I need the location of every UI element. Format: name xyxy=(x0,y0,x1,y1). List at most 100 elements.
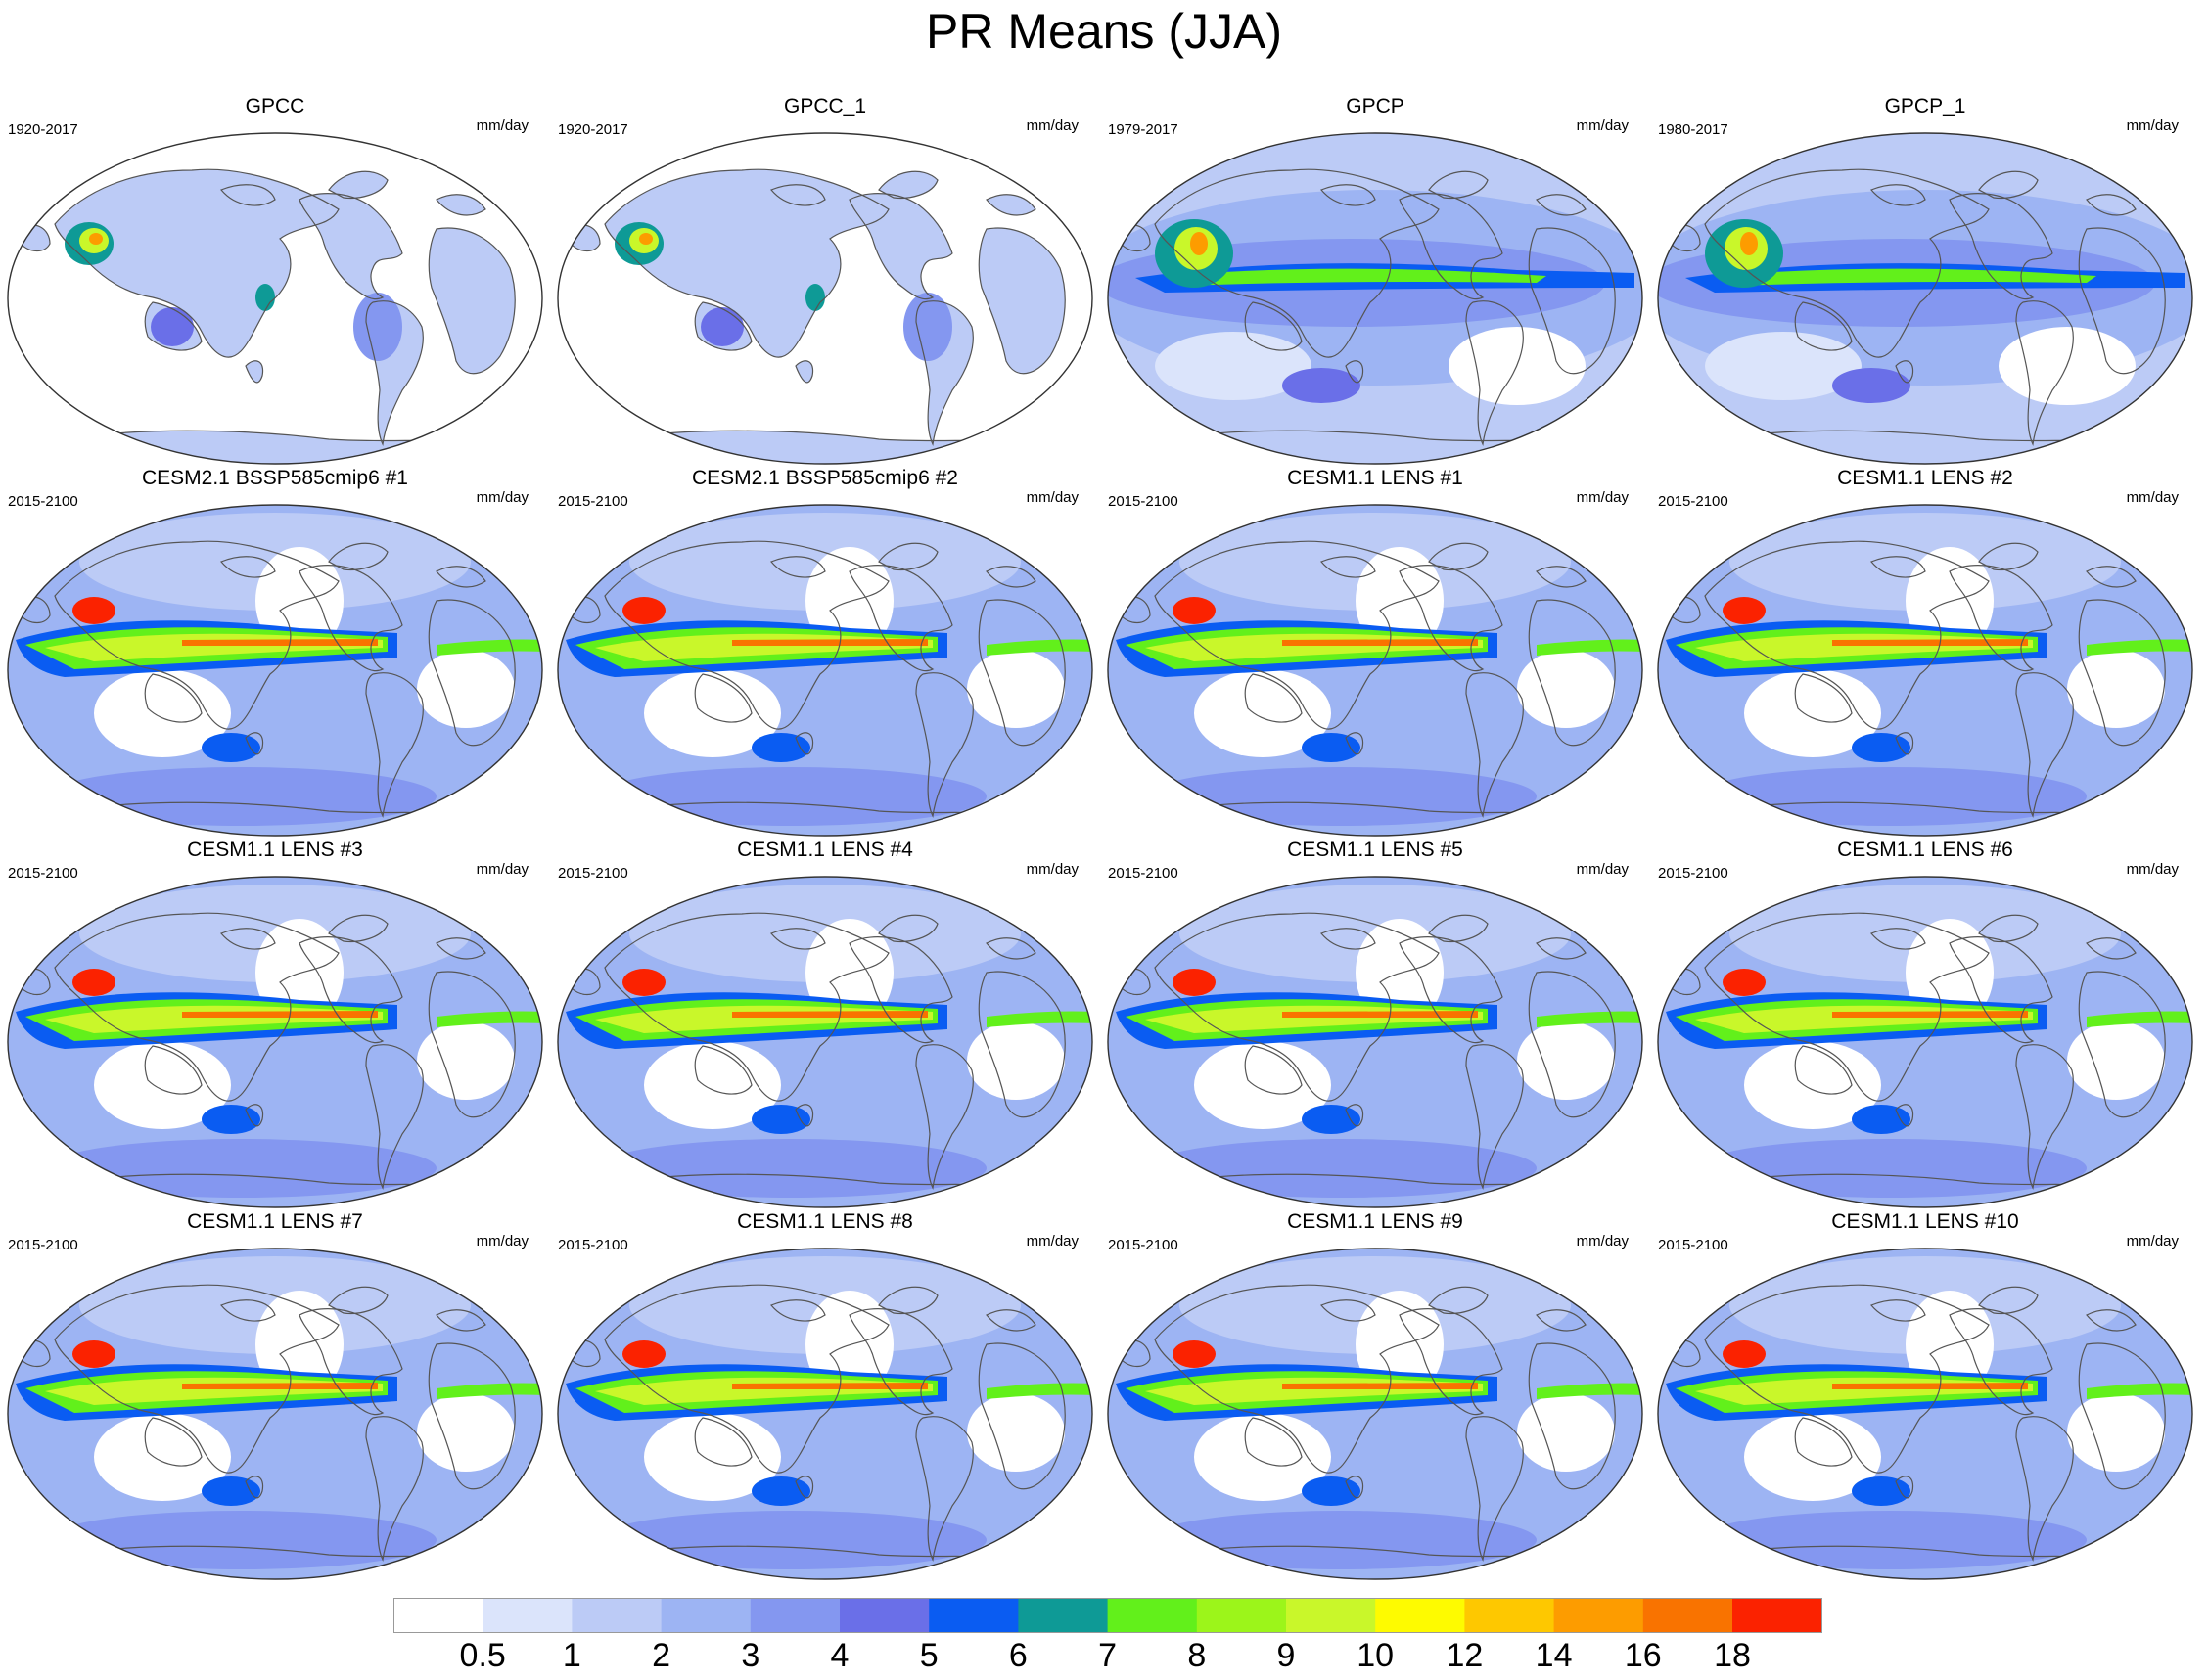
panel-title: GPCC_1 xyxy=(783,95,867,117)
map-panel: CESM1.1 LENS #4 2015-2100 mm/day xyxy=(550,838,1100,1209)
panel-title: CESM1.1 LENS #7 xyxy=(187,1210,363,1233)
panel-title: CESM1.1 LENS #2 xyxy=(1837,467,2013,489)
map-panel: CESM1.1 LENS #2 2015-2100 mm/day xyxy=(1650,466,2200,838)
map-panel: CESM2.1 BSSP585cmip6 #2 2015-2100 mm/day xyxy=(550,466,1100,838)
colorbar-swatch xyxy=(1107,1599,1198,1632)
colorbar-tick-label: 6 xyxy=(1008,1637,1028,1674)
colorbar-swatch xyxy=(929,1599,1019,1632)
panel-years: 2015-2100 xyxy=(558,1237,628,1253)
colorbar-swatch xyxy=(840,1599,930,1632)
colorbar-tick-label: 4 xyxy=(830,1637,850,1674)
precipitation-map xyxy=(557,132,1093,465)
colorbar-tick-label: 0.5 xyxy=(459,1637,506,1674)
colorbar-swatch xyxy=(393,1599,483,1632)
colorbar-swatch xyxy=(661,1599,752,1632)
panel-title: CESM1.1 LENS #6 xyxy=(1837,839,2013,861)
colorbar-swatch xyxy=(1286,1599,1376,1632)
map-panel: CESM1.1 LENS #10 2015-2100 mm/day xyxy=(1650,1209,2200,1581)
precipitation-map xyxy=(1107,132,1643,465)
panel-years: 1920-2017 xyxy=(558,121,628,138)
map-panel: GPCC 1920-2017 mm/day xyxy=(0,94,550,466)
colorbar-tick-label: 5 xyxy=(919,1637,939,1674)
panel-years: 2015-2100 xyxy=(1108,493,1178,510)
colorbar-swatch xyxy=(1196,1599,1287,1632)
panel-units: mm/day xyxy=(476,489,529,506)
panel-title: GPCC xyxy=(245,95,305,117)
panel-title: CESM1.1 LENS #9 xyxy=(1287,1210,1463,1233)
colorbar-labels: 0.5 1 2 3 4 5 6 7 8 9 10 12 14 16 18 xyxy=(0,1636,2208,1675)
panel-years: 2015-2100 xyxy=(8,865,78,882)
colorbar-tick-label: 1 xyxy=(562,1637,581,1674)
panel-years: 2015-2100 xyxy=(1658,865,1728,882)
colorbar xyxy=(393,1598,1822,1633)
panel-units: mm/day xyxy=(2126,1233,2179,1249)
precipitation-map xyxy=(557,1248,1093,1580)
map-panel: GPCP_1 1980-2017 mm/day xyxy=(1650,94,2200,466)
colorbar-swatch xyxy=(483,1599,573,1632)
colorbar-tick-label: 18 xyxy=(1714,1637,1751,1674)
panel-title: CESM2.1 BSSP585cmip6 #1 xyxy=(142,467,408,489)
panel-units: mm/day xyxy=(1576,861,1629,878)
panel-units: mm/day xyxy=(476,117,529,134)
precipitation-map xyxy=(557,504,1093,837)
colorbar-tick-label: 12 xyxy=(1446,1637,1484,1674)
panel-years: 2015-2100 xyxy=(1108,1237,1178,1253)
precipitation-map xyxy=(7,876,543,1208)
colorbar-swatch xyxy=(1375,1599,1465,1632)
panel-units: mm/day xyxy=(1026,861,1079,878)
panel-years: 2015-2100 xyxy=(1108,865,1178,882)
panel-years: 1979-2017 xyxy=(1108,121,1178,138)
panel-title: GPCP_1 xyxy=(1884,95,1966,117)
precipitation-map xyxy=(7,1248,543,1580)
precipitation-map xyxy=(7,504,543,837)
panel-title: CESM1.1 LENS #1 xyxy=(1287,467,1463,489)
panel-years: 1920-2017 xyxy=(8,121,78,138)
panel-years: 2015-2100 xyxy=(1658,493,1728,510)
main-title: PR Means (JJA) xyxy=(926,4,1282,59)
map-panel: CESM1.1 LENS #8 2015-2100 mm/day xyxy=(550,1209,1100,1581)
colorbar-tick-label: 8 xyxy=(1187,1637,1207,1674)
colorbar-tick-label: 10 xyxy=(1357,1637,1395,1674)
panel-years: 2015-2100 xyxy=(558,865,628,882)
panel-units: mm/day xyxy=(476,1233,529,1249)
colorbar-swatch xyxy=(1464,1599,1555,1632)
colorbar-tick-label: 9 xyxy=(1276,1637,1296,1674)
colorbar-swatch xyxy=(572,1599,663,1632)
panel-units: mm/day xyxy=(476,861,529,878)
panel-units: mm/day xyxy=(2126,489,2179,506)
panel-years: 2015-2100 xyxy=(1658,1237,1728,1253)
panel-units: mm/day xyxy=(1026,489,1079,506)
panel-title: CESM1.1 LENS #5 xyxy=(1287,839,1463,861)
panel-years: 1980-2017 xyxy=(1658,121,1728,138)
precipitation-map xyxy=(1657,132,2193,465)
panel-title: CESM1.1 LENS #3 xyxy=(187,839,363,861)
colorbar-tick-label: 16 xyxy=(1624,1637,1662,1674)
panel-units: mm/day xyxy=(1576,1233,1629,1249)
colorbar-tick-label: 3 xyxy=(741,1637,760,1674)
panel-title: CESM1.1 LENS #8 xyxy=(737,1210,913,1233)
colorbar-swatch xyxy=(750,1599,841,1632)
panel-years: 2015-2100 xyxy=(8,493,78,510)
colorbar-tick-label: 7 xyxy=(1098,1637,1118,1674)
map-panel: CESM2.1 BSSP585cmip6 #1 2015-2100 mm/day xyxy=(0,466,550,838)
precipitation-map xyxy=(1657,504,2193,837)
colorbar-swatch xyxy=(1018,1599,1109,1632)
map-panel: GPCP 1979-2017 mm/day xyxy=(1100,94,1650,466)
colorbar-tick-label: 14 xyxy=(1535,1637,1573,1674)
precipitation-map xyxy=(557,876,1093,1208)
panel-years: 2015-2100 xyxy=(8,1237,78,1253)
precipitation-map xyxy=(7,132,543,465)
panel-units: mm/day xyxy=(1576,117,1629,134)
panel-units: mm/day xyxy=(2126,861,2179,878)
map-panel: CESM1.1 LENS #7 2015-2100 mm/day xyxy=(0,1209,550,1581)
colorbar-swatch xyxy=(1553,1599,1644,1632)
panel-title: CESM2.1 BSSP585cmip6 #2 xyxy=(692,467,958,489)
panel-title: CESM1.1 LENS #10 xyxy=(1831,1210,2019,1233)
precipitation-map xyxy=(1657,876,2193,1208)
precipitation-map xyxy=(1657,1248,2193,1580)
precipitation-map xyxy=(1107,876,1643,1208)
colorbar-swatch xyxy=(1642,1599,1733,1632)
map-panel: CESM1.1 LENS #9 2015-2100 mm/day xyxy=(1100,1209,1650,1581)
panel-years: 2015-2100 xyxy=(558,493,628,510)
map-panel: GPCC_1 1920-2017 mm/day xyxy=(550,94,1100,466)
